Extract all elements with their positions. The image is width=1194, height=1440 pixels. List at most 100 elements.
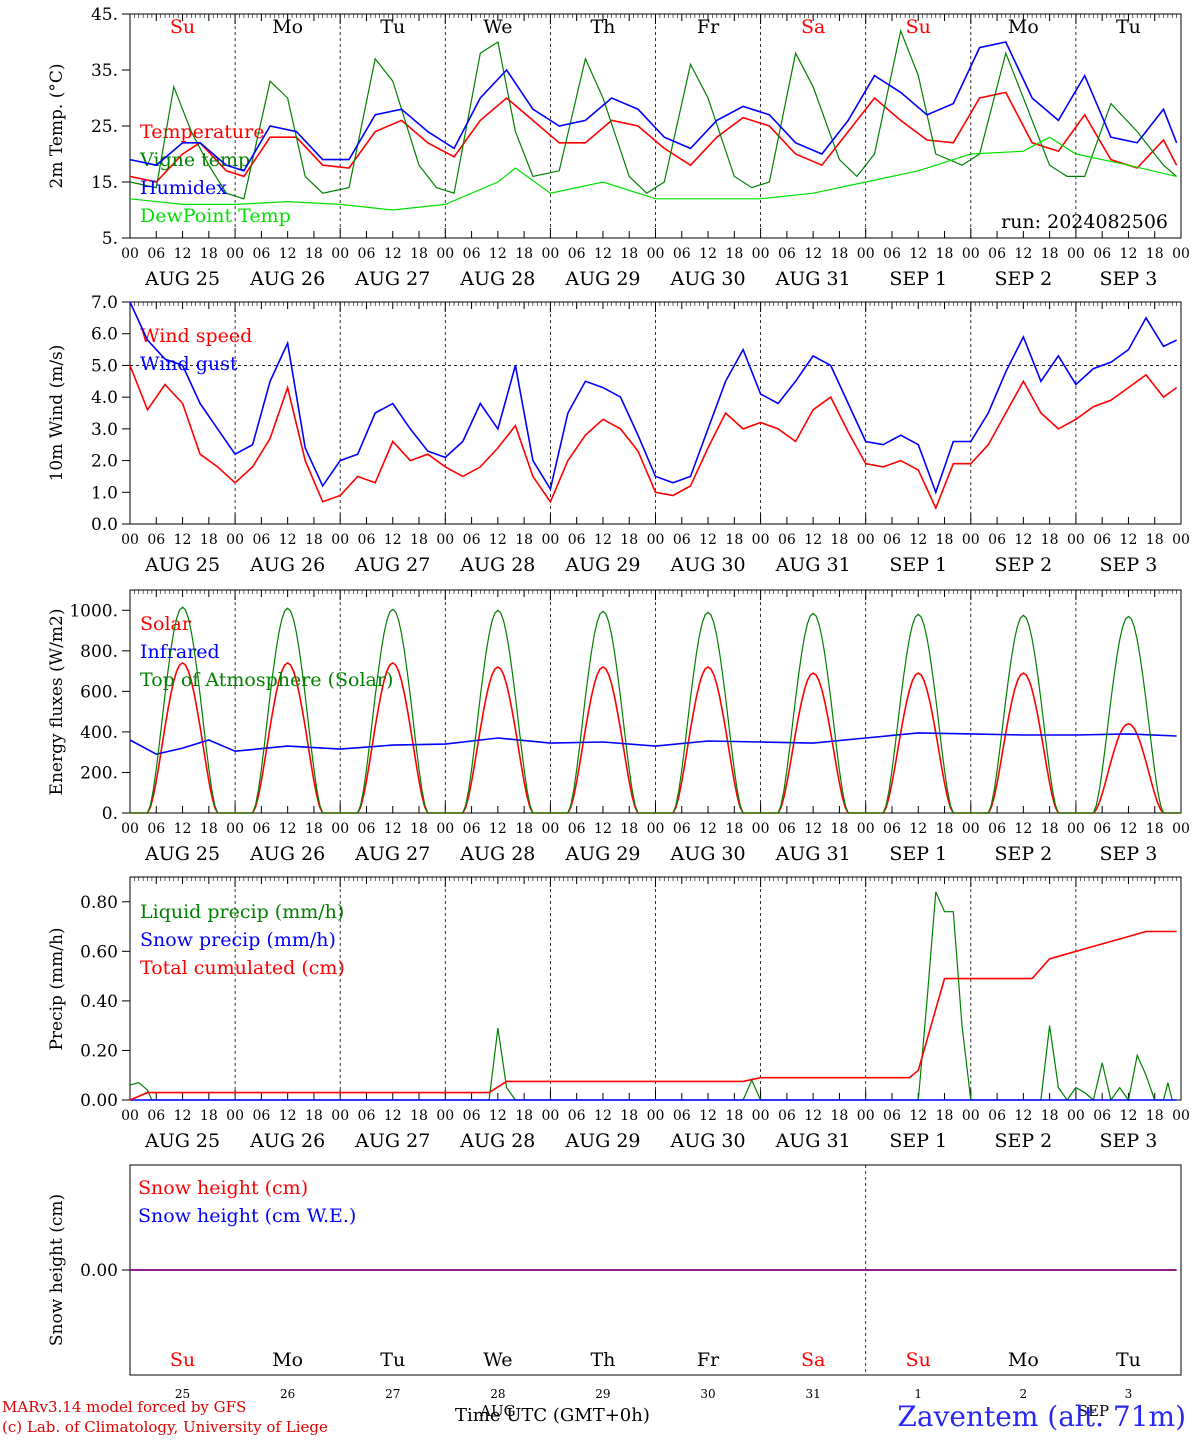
y-tick-label: 0.00 — [80, 1261, 118, 1281]
date-label: AUG 30 — [669, 1130, 745, 1152]
hour-tick-label: 00 — [436, 1108, 454, 1124]
series-line — [129, 891, 1173, 1102]
hour-tick-label: 12 — [384, 532, 402, 548]
weekday-label: Tu — [1116, 1349, 1141, 1371]
date-label: AUG 25 — [144, 554, 220, 576]
weekday-label: Sa — [801, 16, 825, 38]
hour-tick-label: 18 — [200, 821, 218, 837]
hour-tick-label: 18 — [1146, 246, 1164, 262]
date-label: SEP 2 — [994, 843, 1052, 865]
hour-tick-label: 18 — [1146, 821, 1164, 837]
hour-tick-label: 06 — [358, 246, 376, 262]
day-number-label: 26 — [280, 1387, 295, 1401]
weekday-label: Th — [590, 1349, 615, 1371]
y-tick-label: 600. — [80, 682, 118, 702]
hour-tick-label: 12 — [699, 1108, 717, 1124]
hour-tick-label: 12 — [174, 532, 192, 548]
hour-tick-label: 00 — [121, 532, 139, 548]
hour-tick-label: 06 — [358, 1108, 376, 1124]
run-label: run: 2024082506 — [1001, 211, 1168, 233]
month-label: AUG — [479, 1402, 515, 1420]
hour-tick-label: 00 — [121, 1108, 139, 1124]
hour-tick-label: 18 — [620, 246, 638, 262]
hour-tick-label: 06 — [883, 532, 901, 548]
legend-entry: Liquid precip (mm/h) — [140, 901, 344, 923]
hour-tick-label: 12 — [384, 821, 402, 837]
y-tick-label: 2.0 — [91, 452, 118, 472]
hour-tick-label: 06 — [252, 1108, 270, 1124]
hour-tick-label: 06 — [463, 532, 481, 548]
hour-tick-label: 12 — [174, 1108, 192, 1124]
date-label: AUG 27 — [354, 268, 430, 290]
hour-tick-label: 06 — [568, 1108, 586, 1124]
hour-tick-label: 06 — [358, 532, 376, 548]
hour-tick-label: 00 — [752, 1108, 770, 1124]
hour-tick-label: 18 — [410, 1108, 428, 1124]
hour-tick-label: 00 — [226, 1108, 244, 1124]
hour-tick-label: 18 — [936, 246, 954, 262]
hour-tick-label: 06 — [1093, 1108, 1111, 1124]
hour-tick-label: 12 — [1120, 821, 1138, 837]
hour-tick-label: 12 — [384, 1108, 402, 1124]
hour-tick-label: 12 — [594, 532, 612, 548]
hour-tick-label: 18 — [620, 532, 638, 548]
hour-tick-label: 06 — [252, 532, 270, 548]
hour-tick-label: 18 — [410, 821, 428, 837]
hour-tick-label: 06 — [673, 246, 691, 262]
day-number-label: 31 — [806, 1387, 821, 1401]
date-label: AUG 27 — [354, 843, 430, 865]
hour-tick-label: 12 — [699, 532, 717, 548]
hour-tick-label: 06 — [1093, 532, 1111, 548]
y-tick-label: 0.40 — [80, 992, 118, 1012]
date-label: AUG 31 — [775, 1130, 851, 1152]
date-label: AUG 27 — [354, 1130, 430, 1152]
hour-tick-label: 06 — [252, 246, 270, 262]
hour-tick-label: 00 — [121, 821, 139, 837]
weekday-label: We — [483, 1349, 512, 1371]
hour-tick-label: 06 — [252, 821, 270, 837]
hour-tick-label: 12 — [489, 821, 507, 837]
date-label: SEP 3 — [1100, 268, 1158, 290]
hour-tick-label: 18 — [1041, 1108, 1059, 1124]
hour-tick-label: 12 — [279, 821, 297, 837]
hour-tick-label: 12 — [1014, 532, 1032, 548]
hour-tick-label: 00 — [647, 821, 665, 837]
panel-frame — [129, 589, 1182, 814]
hour-tick-label: 12 — [384, 246, 402, 262]
legend-entry: Humidex — [140, 177, 227, 199]
hour-tick-label: 00 — [857, 821, 875, 837]
hour-tick-label: 18 — [936, 532, 954, 548]
hour-tick-label: 00 — [436, 821, 454, 837]
y-tick-label: 25. — [91, 117, 118, 137]
legend-entry: Snow precip (mm/h) — [140, 929, 336, 951]
hour-tick-label: 18 — [1146, 1108, 1164, 1124]
legend-entry: Total cumulated (cm) — [140, 957, 345, 979]
hour-tick-label: 12 — [489, 246, 507, 262]
date-label: AUG 28 — [459, 843, 535, 865]
date-label: SEP 2 — [994, 268, 1052, 290]
y-tick-label: 4.0 — [91, 388, 118, 408]
legend-entry: Wind speed — [140, 325, 252, 347]
hour-tick-label: 06 — [1093, 821, 1111, 837]
hour-tick-label: 12 — [1120, 1108, 1138, 1124]
hour-tick-label: 06 — [463, 246, 481, 262]
weekday-label: Tu — [380, 16, 405, 38]
hour-tick-label: 18 — [200, 532, 218, 548]
y-tick-label: 0.00 — [80, 1091, 118, 1111]
y-tick-label: 5.0 — [91, 356, 118, 376]
hour-tick-label: 18 — [725, 246, 743, 262]
hour-tick-label: 06 — [568, 532, 586, 548]
hour-tick-label: 06 — [673, 1108, 691, 1124]
hour-tick-label: 00 — [436, 532, 454, 548]
hour-tick-label: 12 — [804, 821, 822, 837]
date-label: SEP 1 — [889, 1130, 947, 1152]
legend-entry: Snow height (cm) — [138, 1177, 308, 1199]
weekday-label: Fr — [697, 1349, 720, 1371]
hour-tick-label: 00 — [647, 1108, 665, 1124]
hour-tick-label: 12 — [174, 821, 192, 837]
hour-tick-label: 00 — [331, 246, 349, 262]
day-number-label: 3 — [1125, 1387, 1133, 1401]
month-label: SEP — [1078, 1402, 1109, 1420]
hour-tick-label: 06 — [463, 821, 481, 837]
hour-tick-label: 12 — [909, 246, 927, 262]
